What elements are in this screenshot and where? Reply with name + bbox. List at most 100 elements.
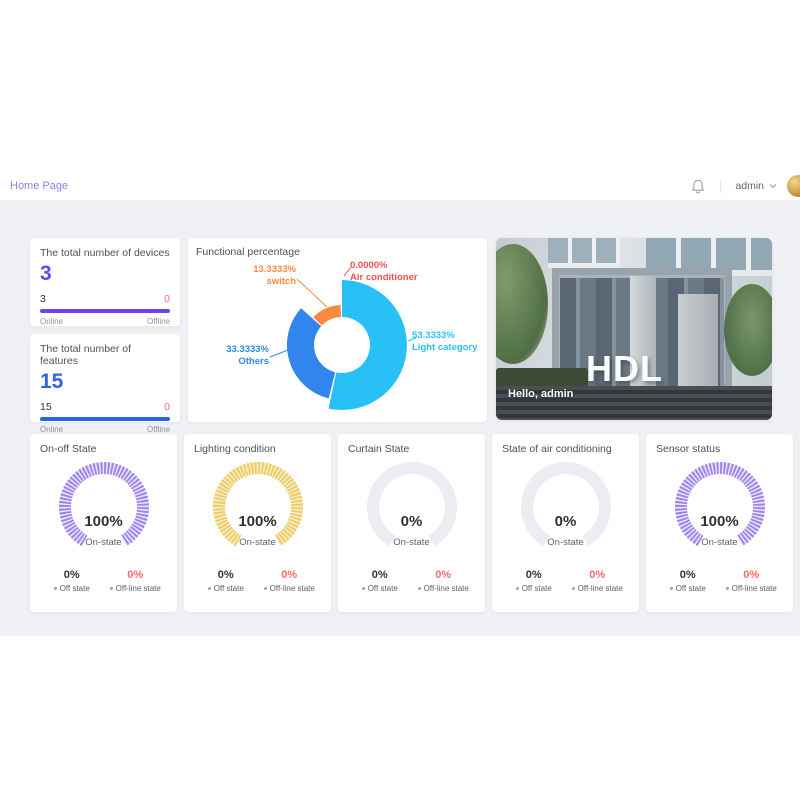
off-state-value: 0% — [217, 569, 234, 581]
summary-card-devices: The total number of devices 3 3 0 Online… — [30, 238, 180, 326]
legend-dot-icon — [263, 587, 267, 590]
off-state-label: Off state — [213, 584, 244, 593]
pie-slice-others[interactable] — [286, 308, 336, 399]
gauge-state-label: On-state — [85, 537, 122, 548]
gauge-state-label: On-state — [393, 537, 430, 548]
slice-label-light-category: 53.3333% Light category — [412, 330, 478, 353]
slice-label-switch: 13.3333% switch — [253, 264, 296, 287]
online-label: Online — [40, 317, 64, 326]
off-state-value: 0% — [679, 569, 696, 581]
building-window-icon — [548, 238, 620, 268]
leader-line-light-category — [407, 337, 417, 342]
chevron-down-icon — [769, 184, 777, 189]
legend-dot-icon — [207, 587, 211, 590]
gauge-chart: 100% On-state — [665, 459, 775, 559]
online-count: 15 — [40, 401, 52, 413]
entrance-panel — [678, 294, 718, 390]
gauge-card-curtain-state: Curtain State 0% On-state 0% Off state 0… — [338, 434, 485, 612]
gauge-title: Lighting condition — [194, 443, 276, 455]
user-menu[interactable]: admin — [735, 180, 777, 192]
header: Home Page admin — [0, 172, 800, 200]
offline-state-label: Off-line state — [269, 584, 315, 593]
offline-state-value: 0% — [281, 569, 298, 581]
donut-chart — [269, 266, 417, 410]
offline-label: Offline — [147, 317, 170, 326]
entrance-pillar — [630, 276, 656, 390]
legend-dot-icon — [515, 587, 519, 590]
offline-state-label: Off-line state — [731, 584, 777, 593]
gauge-state-label: On-state — [701, 537, 738, 548]
offline-state-value: 0% — [435, 569, 452, 581]
gauge-chart: 100% On-state — [203, 459, 313, 559]
offline-state-value: 0% — [589, 569, 606, 581]
legend-dot-icon — [725, 587, 729, 590]
offline-state-value: 0% — [127, 569, 144, 581]
gauge-card-air-conditioning: State of air conditioning 0% On-state 0%… — [492, 434, 639, 612]
gauge-value: 0% — [400, 513, 423, 530]
card-title: The total number of devices — [40, 247, 170, 259]
hero-image: HDL Hello, admin — [496, 238, 772, 420]
gauge-value: 100% — [238, 513, 277, 530]
gauge-state-label: On-state — [547, 537, 584, 548]
pie-slice-switch[interactable] — [313, 305, 341, 326]
legend-dot-icon — [417, 587, 421, 590]
gauge-title: State of air conditioning — [502, 443, 612, 455]
summary-card-features: The total number of features 15 15 0 Onl… — [30, 334, 180, 434]
offline-label: Offline — [147, 425, 170, 434]
donut-title: Functional percentage — [196, 246, 300, 258]
gauge-title: Curtain State — [348, 443, 410, 455]
online-count: 3 — [40, 293, 46, 305]
legend-dot-icon — [53, 587, 57, 590]
donut-card: Functional percentage 0.0000% Air condit… — [188, 238, 487, 422]
gauge-card-on-off-state: On-off State 100% On-state 0% Off state … — [30, 434, 177, 612]
pie-slice-light-category[interactable] — [328, 280, 407, 410]
gauge-chart: 0% On-state — [357, 459, 467, 559]
online-progress-bar — [40, 417, 170, 421]
slice-label-others: 33.3333% Others — [226, 344, 269, 367]
gauge-value: 0% — [554, 513, 577, 530]
offline-count: 0 — [164, 293, 170, 305]
tree-icon — [496, 244, 548, 364]
off-state-value: 0% — [371, 569, 388, 581]
gauge-title: On-off State — [40, 443, 97, 455]
avatar[interactable] — [787, 175, 800, 197]
legend-dot-icon — [669, 587, 673, 590]
notification-bell-icon[interactable] — [690, 178, 706, 194]
total-features-value: 15 — [40, 370, 64, 393]
offline-state-label: Off-line state — [423, 584, 469, 593]
offline-state-label: Off-line state — [115, 584, 161, 593]
offline-state-value: 0% — [743, 569, 760, 581]
off-state-label: Off state — [59, 584, 90, 593]
off-state-label: Off state — [675, 584, 706, 593]
off-state-value: 0% — [525, 569, 542, 581]
off-state-value: 0% — [63, 569, 80, 581]
breadcrumb[interactable]: Home Page — [10, 180, 69, 192]
online-label: Online — [40, 425, 64, 434]
gauge-value: 100% — [84, 513, 123, 530]
gauge-title: Sensor status — [656, 443, 721, 455]
off-state-label: Off state — [367, 584, 398, 593]
gauge-value: 100% — [700, 513, 739, 530]
offline-count: 0 — [164, 401, 170, 413]
gauge-chart: 100% On-state — [49, 459, 159, 559]
header-actions: admin — [690, 172, 800, 200]
legend-dot-icon — [109, 587, 113, 590]
leader-line-air-conditioner — [343, 266, 352, 277]
building-steps — [496, 386, 772, 420]
offline-state-label: Off-line state — [577, 584, 623, 593]
online-progress-bar — [40, 309, 170, 313]
leader-line-others — [269, 349, 289, 358]
gauge-chart: 0% On-state — [511, 459, 621, 559]
gauge-card-lighting-condition: Lighting condition 100% On-state 0% Off … — [184, 434, 331, 612]
total-devices-value: 3 — [40, 262, 52, 285]
legend-dot-icon — [361, 587, 365, 590]
hero-brand: HDL — [586, 348, 663, 389]
hero-greeting: Hello, admin — [508, 388, 574, 400]
legend-dot-icon — [571, 587, 575, 590]
user-name: admin — [735, 180, 764, 192]
gauge-state-label: On-state — [239, 537, 276, 548]
tree-icon — [724, 284, 772, 376]
header-divider — [720, 179, 722, 193]
gauge-card-sensor-status: Sensor status 100% On-state 0% Off state… — [646, 434, 793, 612]
